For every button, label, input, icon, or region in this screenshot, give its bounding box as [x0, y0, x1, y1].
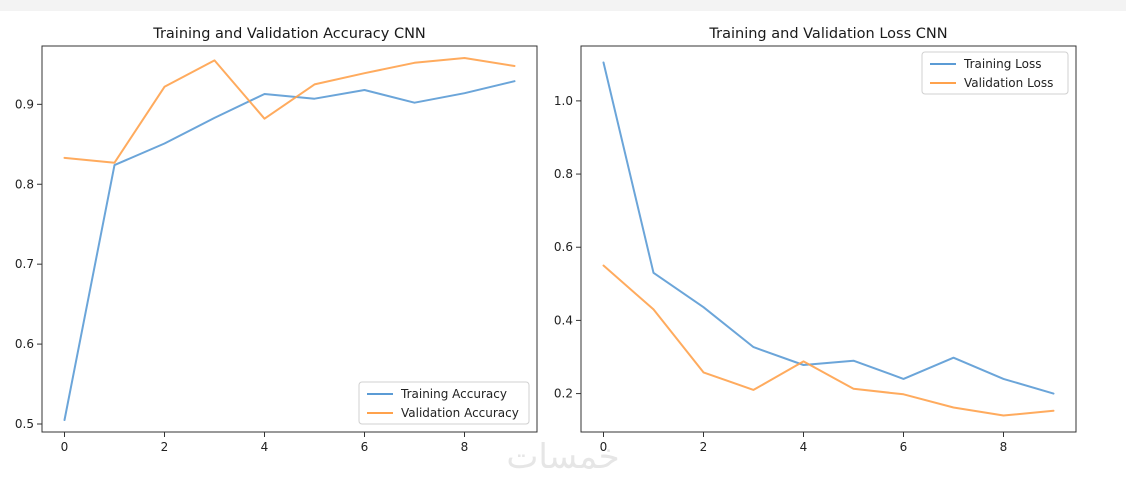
y-tick-label: 0.9: [15, 97, 34, 111]
legend-label: Training Loss: [963, 57, 1041, 71]
chart-title: Training and Validation Accuracy CNN: [152, 26, 426, 42]
x-tick-label: 4: [261, 440, 269, 454]
watermark-text: خمسات: [506, 437, 619, 477]
y-tick-label: 0.6: [554, 240, 573, 254]
x-tick-label: 0: [600, 440, 608, 454]
legend: Training Loss Validation Loss: [921, 51, 1069, 95]
y-tick-label: 0.4: [554, 313, 573, 327]
x-tick-label: 8: [1000, 440, 1008, 454]
y-tick-label: 0.6: [15, 337, 34, 351]
x-tick-label: 4: [800, 440, 808, 454]
y-tick-label: 0.2: [554, 387, 573, 401]
series-line-validation: [63, 57, 516, 164]
y-tick-label: 0.8: [15, 177, 34, 191]
axes-frame: [580, 45, 1077, 433]
chart-title: Training and Validation Loss CNN: [708, 26, 947, 42]
x-tick-label: 2: [161, 440, 169, 454]
x-tick-label: 6: [900, 440, 908, 454]
y-tick-label: 0.7: [15, 257, 34, 271]
y-tick-label: 0.8: [554, 167, 573, 181]
y-tick-label: 0.5: [15, 417, 34, 431]
axes-frame: [41, 45, 538, 433]
legend-box: [921, 51, 1069, 95]
legend-label: Validation Loss: [964, 76, 1053, 90]
top-strip: [0, 0, 1126, 11]
loss-chart: Training and Validation Loss CNN 0 2 4 6 8 0.2…: [554, 26, 1077, 454]
x-tick-label: 2: [700, 440, 708, 454]
legend-label: Validation Accuracy: [401, 406, 519, 420]
accuracy-chart: Training and Validation Accuracy CNN 0 2 4 6…: [15, 26, 538, 454]
series-line-training: [602, 61, 1055, 395]
y-tick-label: 1.0: [554, 94, 573, 108]
series-line-training: [63, 80, 516, 421]
legend: Training Accuracy Validation Accuracy: [358, 381, 530, 425]
legend-label: Training Accuracy: [400, 387, 507, 401]
x-tick-label: 0: [61, 440, 69, 454]
legend-box: [358, 381, 530, 425]
x-tick-label: 6: [361, 440, 369, 454]
x-tick-label: 8: [461, 440, 469, 454]
series-line-validation: [602, 264, 1055, 417]
